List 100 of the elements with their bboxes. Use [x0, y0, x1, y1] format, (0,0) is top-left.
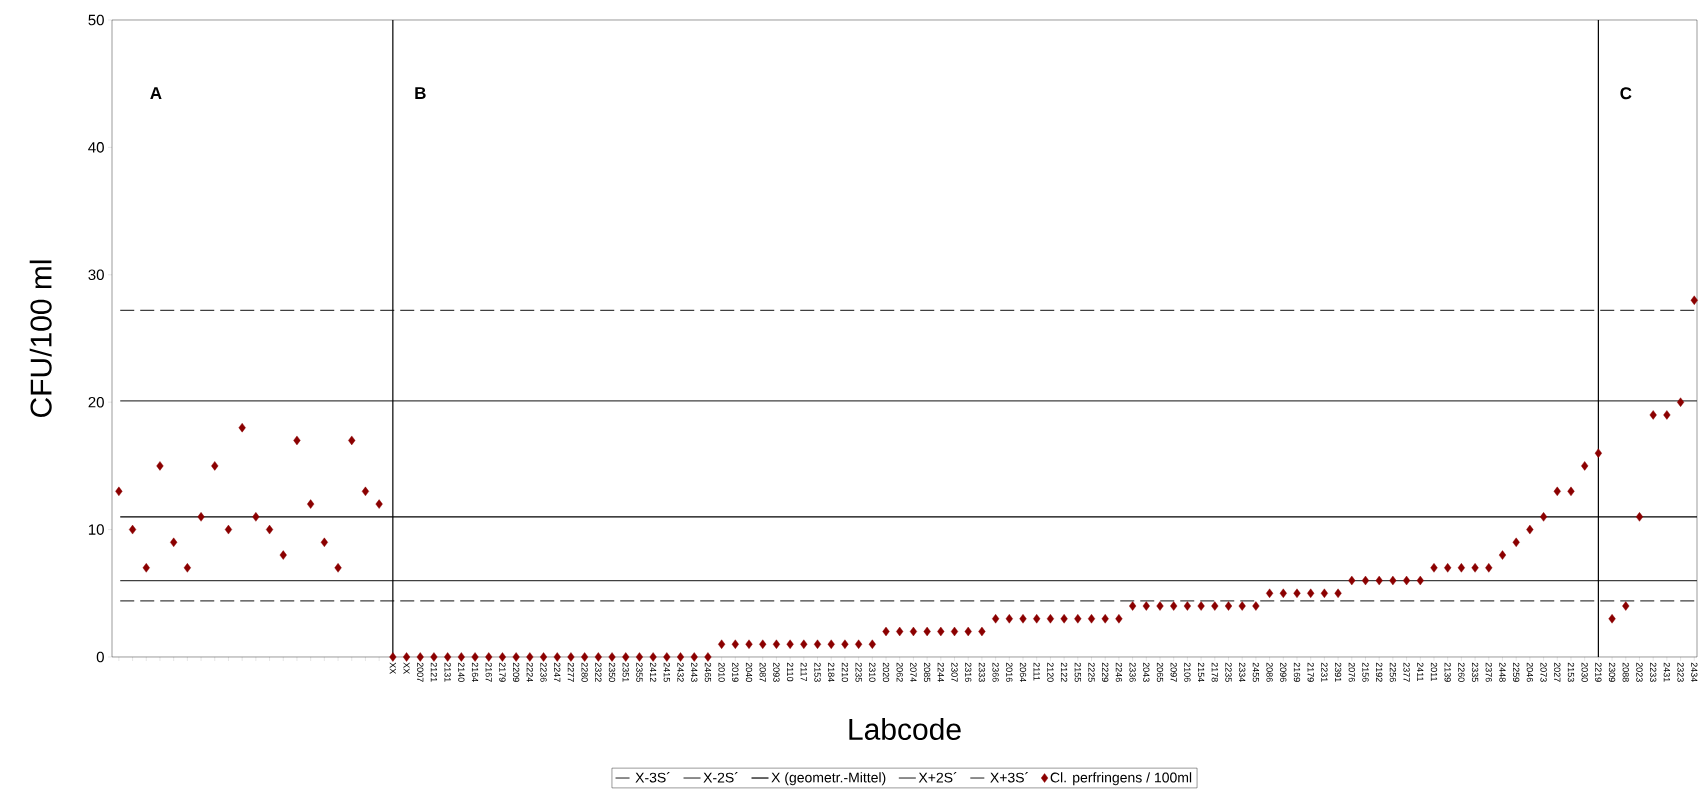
x-tick-label: 2153 — [1567, 662, 1575, 682]
x-tick-label: 2120 — [1047, 662, 1054, 682]
y-tick-label: 10 — [88, 524, 104, 535]
x-tick-label: 2431 — [1663, 662, 1671, 682]
x-axis-title: Labcode — [849, 717, 961, 740]
x-tick-label: 2106 — [1184, 662, 1191, 682]
x-tick-label: 2366 — [992, 662, 999, 682]
y-tick-label: 0 — [96, 651, 104, 663]
x-tick-label: 2351 — [622, 662, 629, 682]
x-tick-label: 2465 — [704, 662, 712, 682]
y-tick-label: 40 — [88, 142, 104, 153]
x-tick-label: 2016 — [1006, 662, 1013, 682]
x-tick-label: 2235 — [855, 662, 862, 682]
legend-label: X+3S´ — [990, 772, 1028, 783]
x-tick-label: 2178 — [1211, 662, 1218, 682]
x-tick-label: 2043 — [1143, 662, 1150, 682]
x-tick-label: 2209 — [512, 662, 520, 682]
x-tick-label: 2046 — [1526, 662, 1534, 682]
x-tick-label: 2323 — [1677, 662, 1684, 682]
x-tick-label: 2434 — [1691, 662, 1698, 682]
x-tick-label: 2155 — [1074, 662, 1081, 682]
legend-label: X-2S´ — [703, 772, 738, 783]
x-tick-label: 2277 — [567, 662, 575, 682]
x-tick-label: 2027 — [1554, 662, 1561, 682]
y-tick-label: 30 — [88, 269, 104, 281]
x-tick-label: 2246 — [1115, 662, 1123, 682]
x-tick-label: 2443 — [691, 662, 698, 682]
x-tick-label: 2164 — [471, 662, 479, 682]
x-tick-label: 2139 — [1444, 662, 1451, 682]
x-tick-label: 2307 — [951, 662, 958, 682]
x-tick-label: 2334 — [1239, 662, 1246, 682]
x-tick-label: 2140 — [458, 662, 465, 682]
x-tick-label: 2156 — [1362, 662, 1369, 682]
x-tick-label: 2244 — [937, 662, 944, 682]
x-tick-label: 2412 — [649, 662, 657, 682]
x-tick-label: 2121 — [430, 662, 438, 682]
x-tick-label: 2097 — [1170, 662, 1177, 682]
x-tick-label: 2259 — [1512, 662, 1520, 682]
x-tick-label: 2111 — [1033, 662, 1040, 681]
y-tick-label: 50 — [88, 14, 104, 26]
x-tick-label: 2062 — [896, 662, 903, 682]
legend-label: X+2S´ — [918, 772, 957, 783]
x-tick-label: 2088 — [1622, 662, 1629, 682]
legend-label: X-3S´ — [635, 772, 670, 783]
x-tick-label: 2335 — [1471, 662, 1479, 682]
x-tick-label: 2225 — [1088, 662, 1095, 682]
x-tick-label: 2007 — [417, 662, 424, 682]
x-tick-label: XX — [389, 662, 396, 674]
x-tick-label: 2236 — [540, 662, 547, 682]
x-tick-label: 2086 — [1266, 662, 1273, 682]
x-tick-label: XX — [403, 662, 410, 674]
x-tick-label: 2020 — [882, 662, 890, 682]
x-tick-label: 2233 — [1649, 662, 1657, 682]
x-tick-label: 2350 — [608, 662, 616, 682]
x-tick-label: 2219 — [1595, 662, 1602, 682]
x-tick-label: 2432 — [677, 662, 684, 682]
x-tick-label: 2455 — [1252, 662, 1260, 682]
x-tick-label: 2231 — [1321, 662, 1328, 682]
x-tick-label: 2411 — [1417, 662, 1424, 682]
x-tick-label: 2355 — [636, 662, 643, 682]
x-tick-label: 2377 — [1403, 662, 1410, 682]
y-tick-label: 20 — [88, 396, 104, 408]
x-tick-label: 2131 — [444, 662, 451, 682]
x-tick-label: 2210 — [841, 662, 849, 682]
x-tick-label: 2336 — [1129, 662, 1136, 682]
legend-label: Cl. perfringens / 100ml — [1050, 772, 1192, 786]
legend-label: X (geometr.-Mittel) — [771, 772, 886, 786]
x-tick-label: 2110 — [786, 662, 794, 682]
x-tick-label: 2030 — [1581, 662, 1588, 682]
x-tick-label: 2076 — [1348, 662, 1355, 682]
ref-line-label: B — [415, 87, 426, 99]
x-tick-label: 2117 — [800, 662, 807, 682]
x-tick-label: 2087 — [759, 662, 766, 682]
x-tick-label: 2023 — [1636, 662, 1643, 682]
annotation: A — [150, 87, 162, 99]
x-tick-label: 2093 — [773, 662, 780, 682]
x-tick-label: 2169 — [1293, 662, 1301, 682]
x-tick-label: 2333 — [978, 662, 986, 682]
x-tick-label: 2122 — [1060, 662, 1068, 682]
x-tick-label: 2192 — [1376, 662, 1383, 682]
x-tick-label: 2256 — [1389, 662, 1397, 682]
x-tick-label: 2448 — [1499, 662, 1506, 682]
x-tick-label: 2040 — [745, 662, 753, 682]
x-tick-label: 2260 — [1458, 662, 1465, 682]
x-tick-label: 2415 — [663, 662, 671, 682]
x-tick-label: 2179 — [499, 662, 506, 682]
x-tick-label: 2011 — [1430, 662, 1438, 682]
x-tick-label: 2309 — [1608, 662, 1616, 682]
x-tick-label: 2184 — [828, 662, 835, 682]
x-tick-label: 2391 — [1334, 662, 1342, 682]
x-tick-label: 2010 — [718, 662, 725, 682]
x-tick-label: 2064 — [1019, 662, 1027, 682]
x-tick-label: 2224 — [526, 662, 533, 682]
x-tick-label: 2179 — [1307, 662, 1314, 682]
x-tick-label: 2247 — [554, 662, 561, 682]
y-axis-title: CFU/100 ml — [29, 260, 52, 417]
x-tick-label: 2280 — [581, 662, 588, 682]
x-tick-label: 2167 — [485, 662, 492, 682]
x-tick-label: 2310 — [869, 662, 876, 682]
x-tick-label: 2316 — [965, 662, 972, 682]
